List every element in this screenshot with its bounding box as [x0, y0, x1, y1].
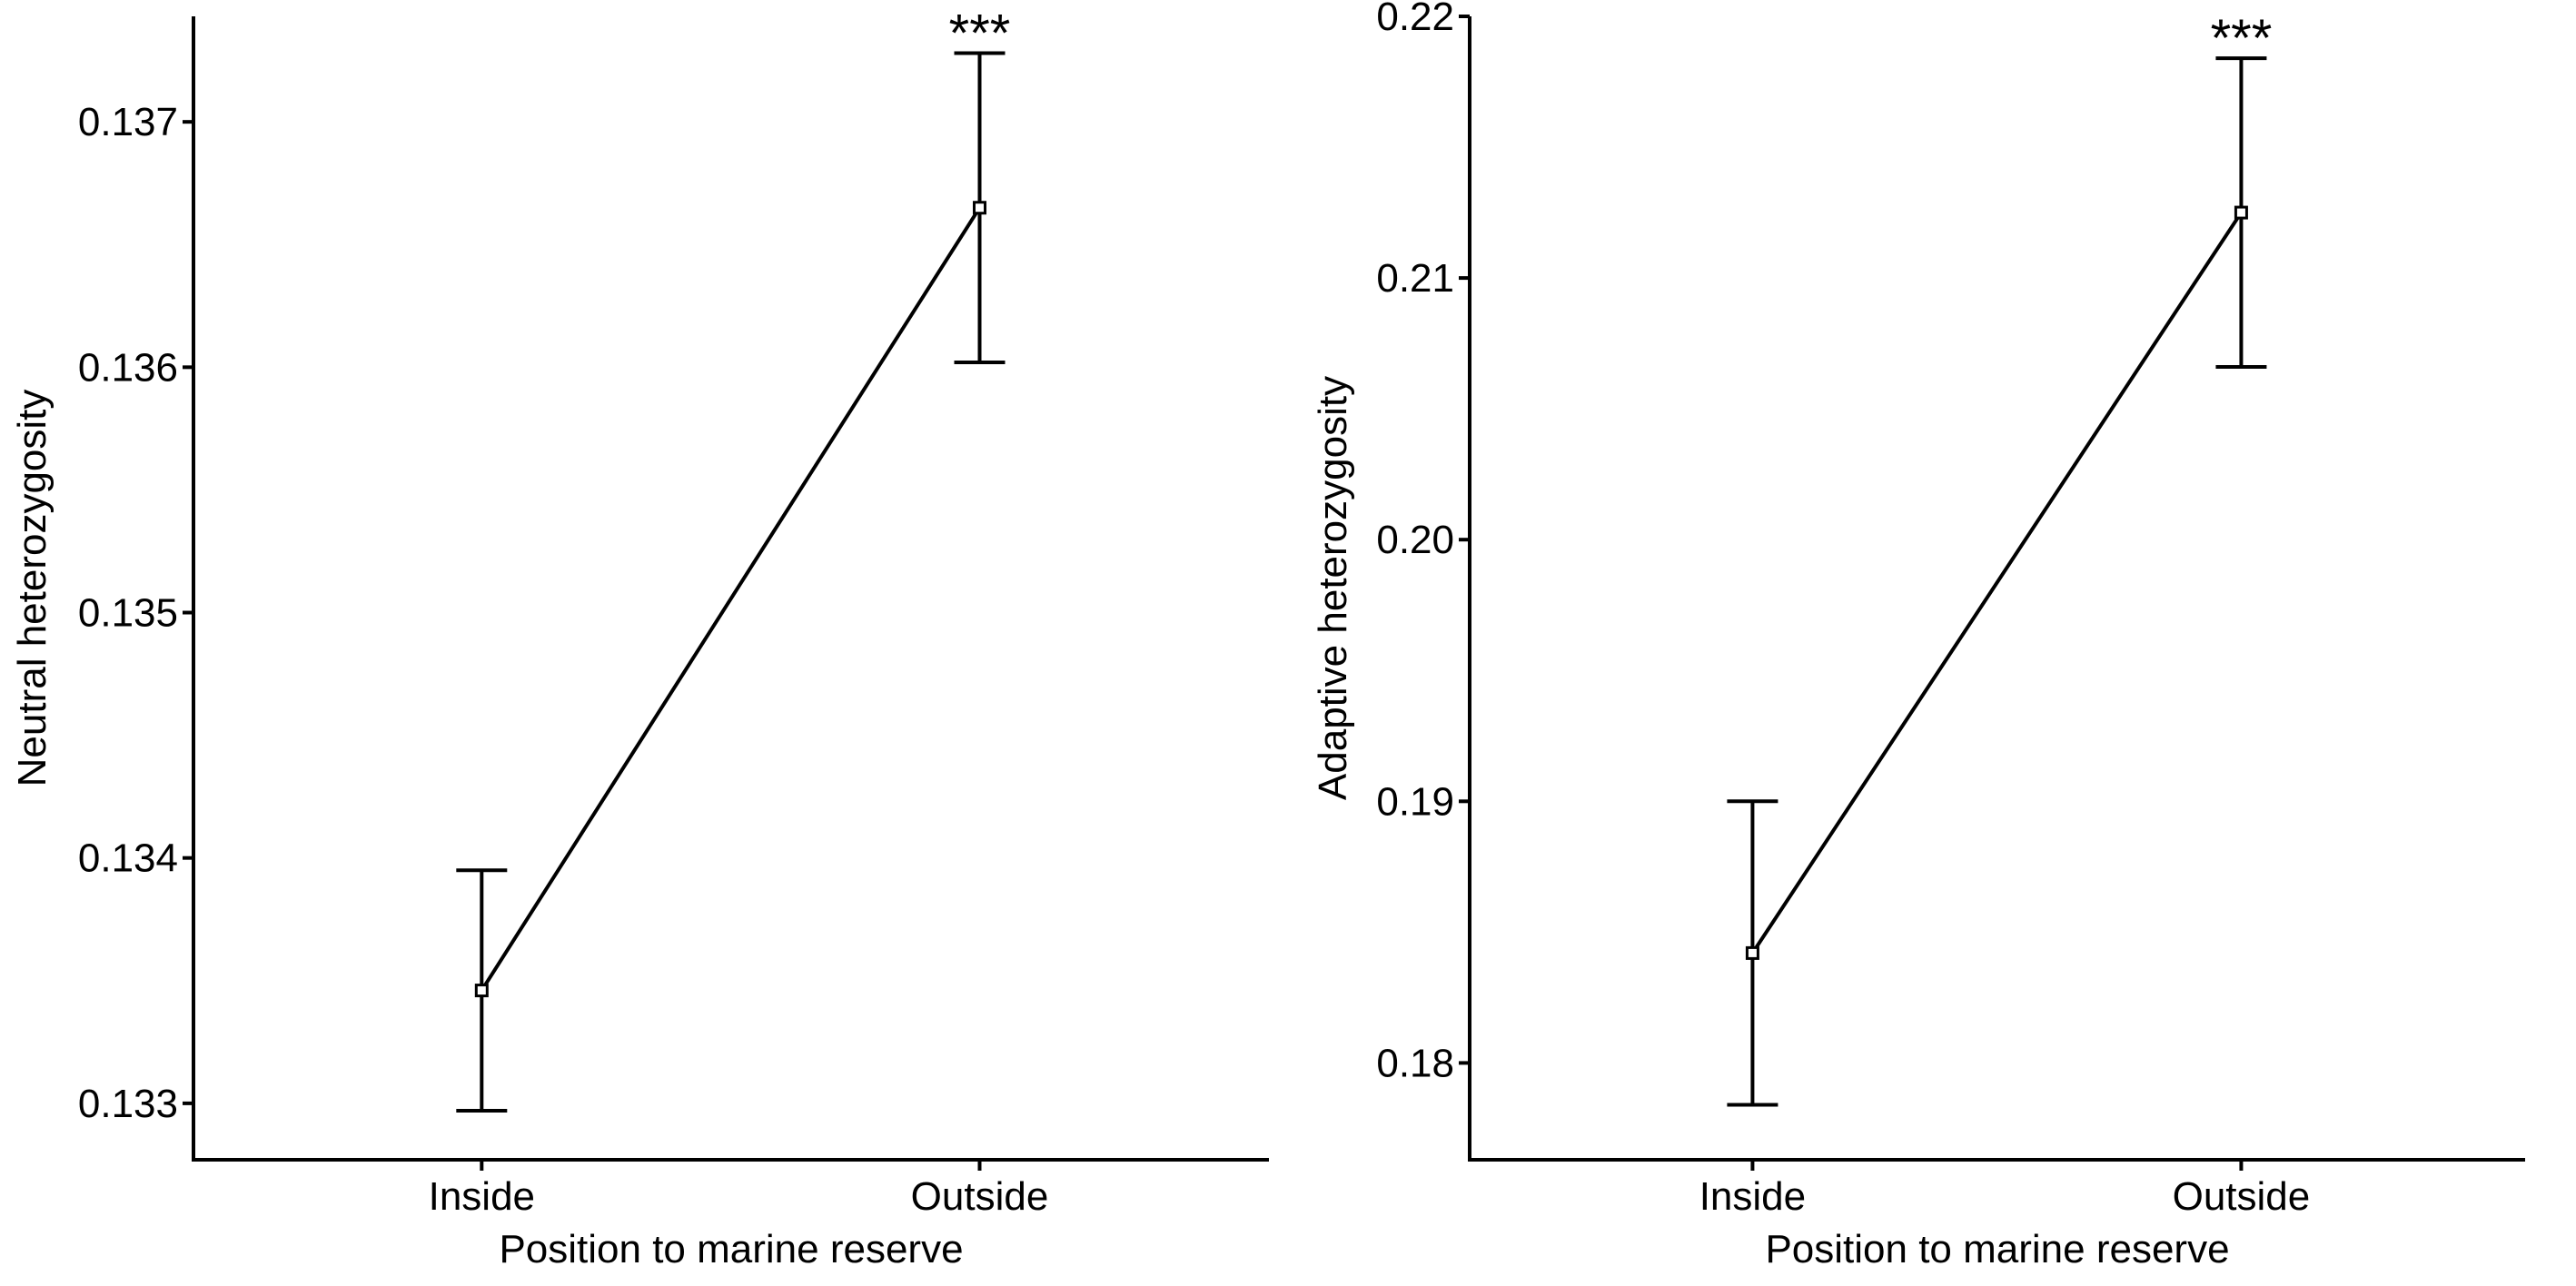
y-tick-label: 0.18 — [1376, 1041, 1454, 1085]
x-tick-label: Inside — [1699, 1174, 1806, 1219]
x-tick-label: Outside — [2173, 1174, 2311, 1219]
y-tick-label: 0.133 — [78, 1082, 178, 1126]
series-line — [480, 206, 982, 992]
y-axis-title: Neutral heterozygosity — [10, 390, 54, 787]
data-point — [2234, 205, 2248, 220]
y-tick-label: 0.136 — [78, 345, 178, 390]
y-tick-label: 0.22 — [1376, 0, 1454, 39]
y-axis-title: Adaptive heterozygosity — [1311, 376, 1355, 800]
significance-label: *** — [2211, 9, 2273, 68]
series-line — [1750, 211, 2244, 955]
x-tick-label: Outside — [911, 1174, 1049, 1219]
y-tick-label: 0.137 — [78, 100, 178, 144]
x-axis-title: Position to marine reserve — [499, 1227, 963, 1271]
panel-adaptive-heterozygosity: 0.18 0.19 0.20 0.21 0.22 Inside Outside Positio… — [1311, 0, 2525, 1271]
panel-neutral-heterozygosity: 0.133 0.134 0.135 0.136 0.137 Inside Outside Po… — [10, 5, 1269, 1271]
y-tick-label: 0.19 — [1376, 779, 1454, 824]
y-tick-label: 0.134 — [78, 836, 178, 881]
y-tick-label: 0.21 — [1376, 256, 1454, 301]
y-tick-label: 0.20 — [1376, 518, 1454, 562]
data-point — [474, 984, 489, 998]
significance-label: *** — [949, 5, 1011, 64]
y-tick-label: 0.135 — [78, 591, 178, 636]
data-point — [1745, 945, 1759, 960]
data-point — [973, 201, 987, 215]
x-tick-label: Inside — [429, 1174, 535, 1219]
x-axis-title: Position to marine reserve — [1765, 1227, 2229, 1271]
